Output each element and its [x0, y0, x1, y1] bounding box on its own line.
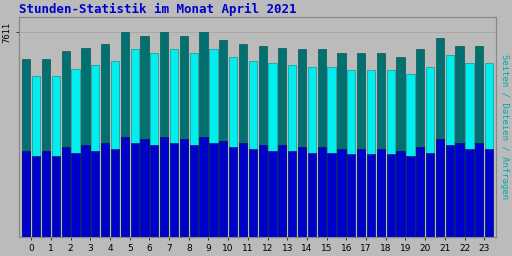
Bar [406, 156, 415, 237]
Bar [259, 46, 267, 237]
Bar [445, 145, 454, 237]
Bar [81, 145, 90, 237]
Bar [209, 49, 218, 237]
Bar [71, 69, 80, 237]
Bar [475, 143, 483, 237]
Bar [170, 143, 178, 237]
Bar [278, 145, 287, 237]
Bar [160, 137, 168, 237]
Bar [249, 149, 257, 237]
Bar [229, 57, 237, 237]
Bar [465, 149, 474, 237]
Bar [396, 151, 404, 237]
Bar [140, 139, 148, 237]
Bar [101, 44, 109, 237]
Bar [249, 61, 257, 237]
Bar [377, 53, 385, 237]
Bar [259, 145, 267, 237]
Bar [347, 154, 355, 237]
Bar [268, 63, 276, 237]
Bar [445, 55, 454, 237]
Bar [288, 65, 296, 237]
Bar [219, 40, 227, 237]
Bar [328, 67, 336, 237]
Bar [121, 32, 129, 237]
Bar [288, 151, 296, 237]
Bar [52, 76, 60, 237]
Bar [317, 49, 326, 237]
Bar [91, 151, 99, 237]
Bar [337, 149, 346, 237]
Bar [42, 151, 50, 237]
Bar [387, 70, 395, 237]
Bar [328, 153, 336, 237]
Bar [61, 51, 70, 237]
Bar [406, 74, 415, 237]
Bar [416, 147, 424, 237]
Bar [387, 154, 395, 237]
Bar [32, 76, 40, 237]
Bar [150, 145, 159, 237]
Bar [32, 156, 40, 237]
Bar [131, 143, 139, 237]
Bar [22, 151, 30, 237]
Bar [81, 48, 90, 237]
Bar [436, 139, 444, 237]
Bar [456, 46, 464, 237]
Bar [229, 147, 237, 237]
Bar [189, 53, 198, 237]
Bar [456, 143, 464, 237]
Bar [170, 49, 178, 237]
Bar [347, 70, 355, 237]
Y-axis label: Seiten / Dateien / Anfragen: Seiten / Dateien / Anfragen [500, 54, 509, 199]
Bar [239, 44, 247, 237]
Bar [426, 67, 434, 237]
Bar [180, 36, 188, 237]
Bar [111, 149, 119, 237]
Bar [209, 143, 218, 237]
Bar [101, 143, 109, 237]
Bar [131, 49, 139, 237]
Bar [239, 143, 247, 237]
Bar [465, 63, 474, 237]
Bar [189, 145, 198, 237]
Bar [200, 32, 208, 237]
Bar [436, 38, 444, 237]
Text: Stunden-Statistik im Monat April 2021: Stunden-Statistik im Monat April 2021 [19, 3, 297, 16]
Bar [416, 49, 424, 237]
Bar [367, 70, 375, 237]
Bar [485, 149, 493, 237]
Bar [61, 147, 70, 237]
Bar [485, 63, 493, 237]
Bar [308, 153, 316, 237]
Bar [367, 154, 375, 237]
Bar [219, 141, 227, 237]
Bar [337, 53, 346, 237]
Bar [150, 53, 159, 237]
Bar [140, 36, 148, 237]
Bar [278, 48, 287, 237]
Bar [180, 139, 188, 237]
Bar [160, 32, 168, 237]
Bar [200, 137, 208, 237]
Bar [91, 65, 99, 237]
Bar [298, 49, 306, 237]
Bar [475, 46, 483, 237]
Bar [377, 149, 385, 237]
Bar [71, 153, 80, 237]
Bar [22, 59, 30, 237]
Bar [298, 147, 306, 237]
Bar [52, 156, 60, 237]
Bar [42, 59, 50, 237]
Bar [317, 147, 326, 237]
Bar [111, 61, 119, 237]
Bar [121, 137, 129, 237]
Bar [357, 149, 365, 237]
Bar [268, 151, 276, 237]
Bar [357, 53, 365, 237]
Bar [308, 67, 316, 237]
Bar [396, 57, 404, 237]
Bar [426, 153, 434, 237]
